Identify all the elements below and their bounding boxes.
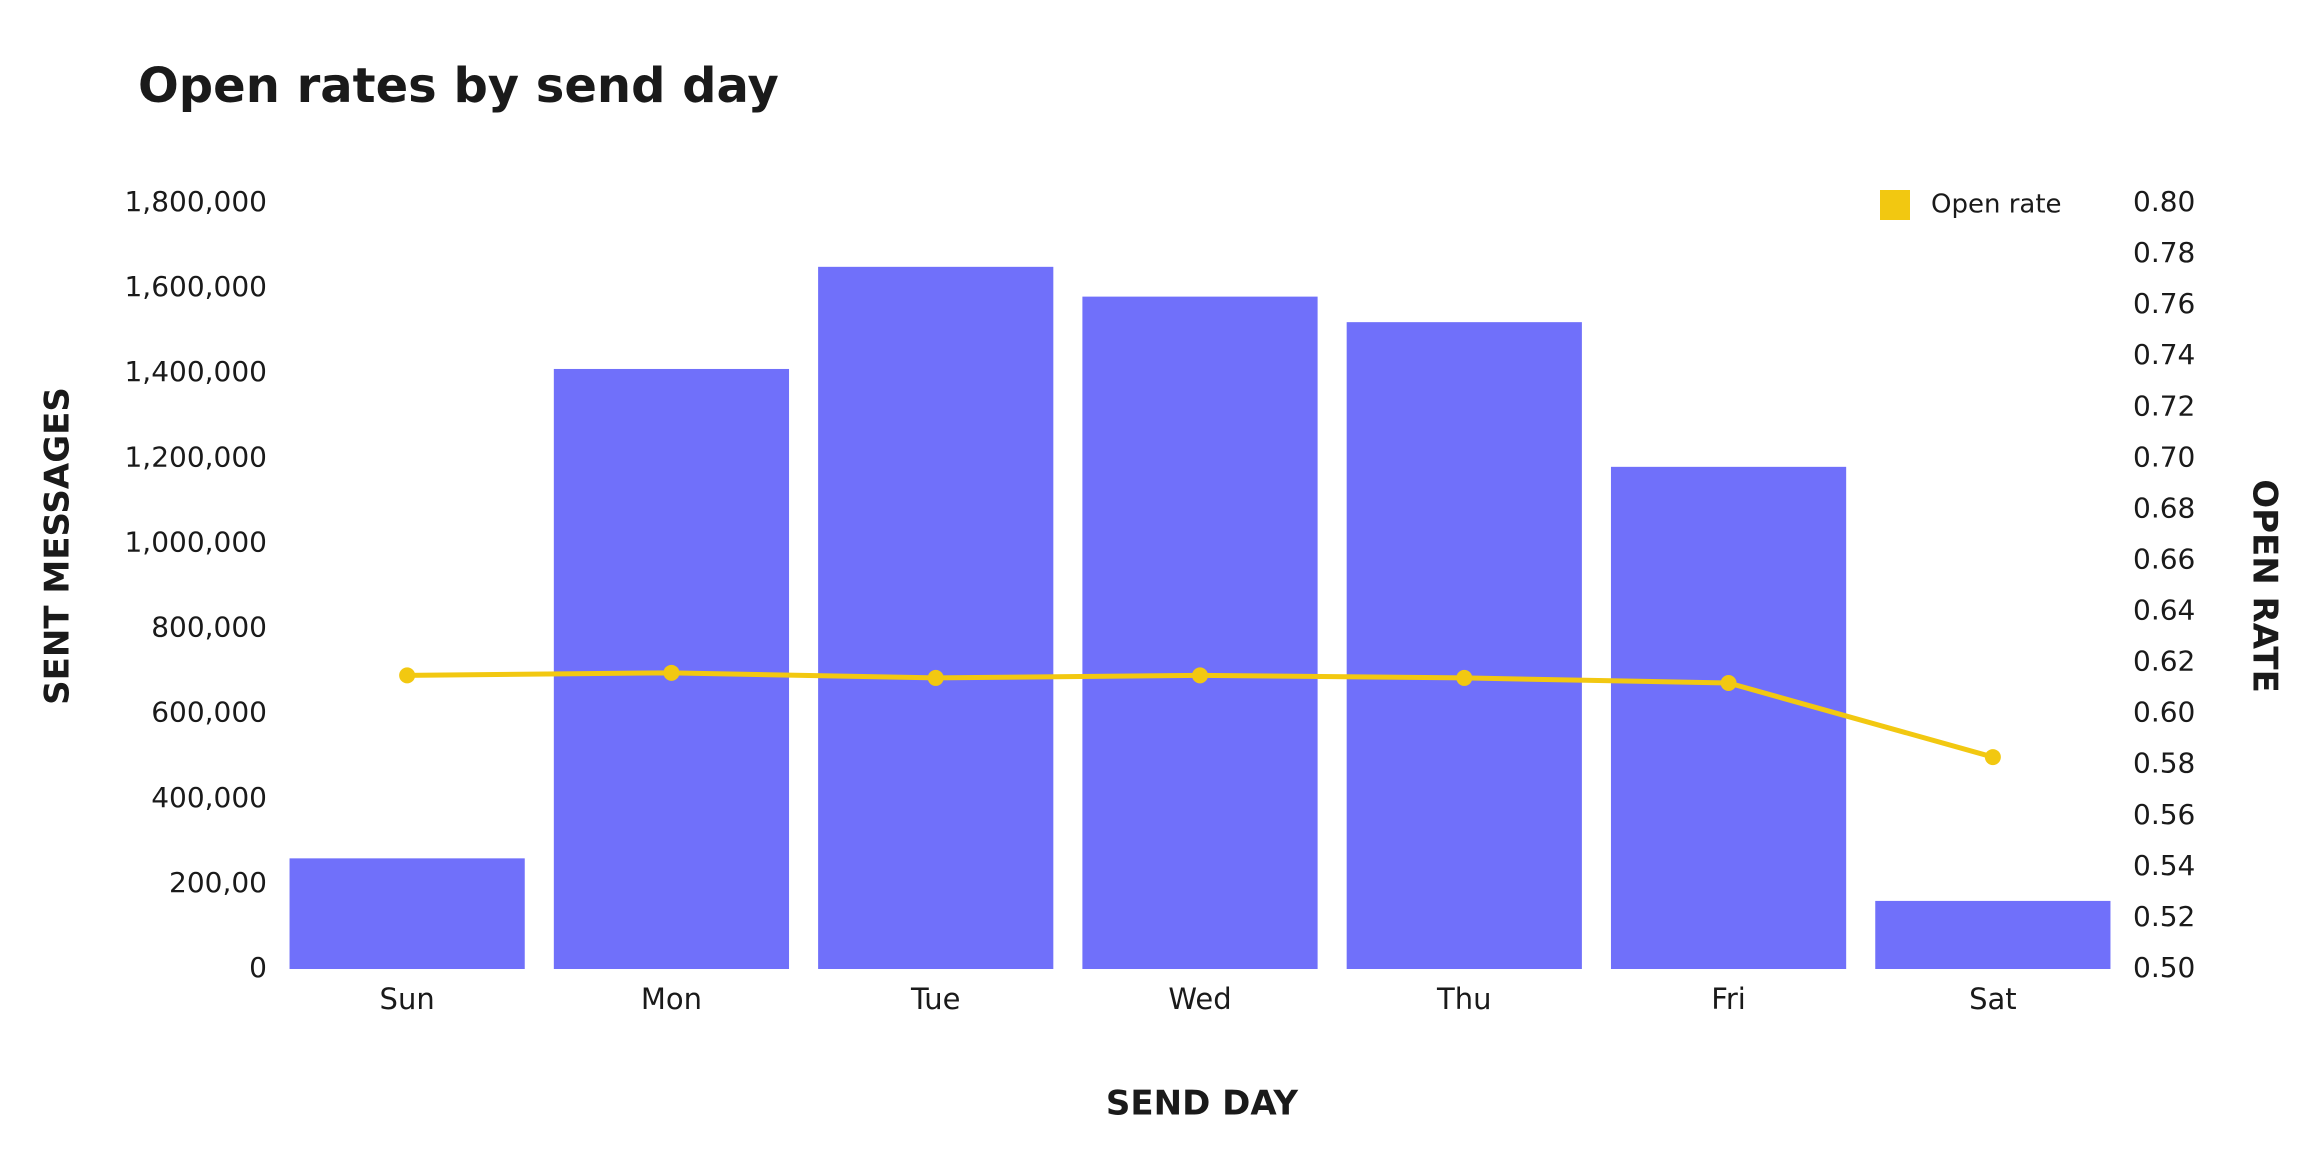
y2-tick-label: 0.56 xyxy=(2133,798,2195,831)
y2-tick-label: 0.64 xyxy=(2133,594,2195,627)
y2-tick-label: 0.60 xyxy=(2133,696,2195,729)
y-tick-label: 800,000 xyxy=(151,611,267,644)
y2-tick-label: 0.66 xyxy=(2133,542,2195,575)
y2-axis-title: OPEN RATE xyxy=(2245,479,2285,693)
legend-label: Open rate xyxy=(1931,190,2062,220)
y2-tick-label: 0.78 xyxy=(2133,236,2195,269)
y-tick-label: 600,000 xyxy=(151,696,267,729)
y-tick-label: 1,800,000 xyxy=(124,185,267,218)
y2-tick-label: 0.74 xyxy=(2133,338,2195,371)
y-tick-label: 0 xyxy=(249,951,267,984)
x-tick-label: Wed xyxy=(1168,982,1231,1016)
y-tick-label: 200,00 xyxy=(169,866,267,899)
y2-tick-label: 0.54 xyxy=(2133,849,2195,882)
line-point xyxy=(399,667,416,684)
x-tick-label: Thu xyxy=(1436,982,1491,1016)
y-tick-label: 1,000,000 xyxy=(124,525,267,558)
y-tick-label: 400,000 xyxy=(151,781,267,814)
y-tick-label: 1,600,000 xyxy=(124,270,267,303)
chart-title: Open rates by send day xyxy=(138,58,779,114)
line-point xyxy=(1456,669,1473,686)
y2-tick-label: 0.72 xyxy=(2133,389,2195,422)
y-tick-label: 1,200,000 xyxy=(124,440,267,473)
y-tick-label: 1,400,000 xyxy=(124,355,267,388)
y2-tick-label: 0.80 xyxy=(2133,185,2195,218)
bar xyxy=(818,266,1054,969)
line-point xyxy=(927,669,944,686)
y2-tick-label: 0.62 xyxy=(2133,645,2195,678)
x-tick-label: Tue xyxy=(910,982,961,1016)
y2-tick-label: 0.52 xyxy=(2133,900,2195,933)
line-point xyxy=(1984,749,2001,766)
y2-tick-label: 0.68 xyxy=(2133,491,2195,524)
y-axis-title: SENT MESSAGES xyxy=(38,387,78,705)
bar xyxy=(1082,296,1318,970)
bar xyxy=(289,858,525,969)
y2-tick-label: 0.76 xyxy=(2133,287,2195,320)
x-tick-label: Sun xyxy=(380,982,435,1016)
y2-tick-label: 0.58 xyxy=(2133,747,2195,780)
line-point xyxy=(1192,667,1208,684)
bar xyxy=(1346,322,1582,970)
y2-tick-label: 0.50 xyxy=(2133,951,2195,984)
x-tick-label: Mon xyxy=(641,982,702,1016)
x-tick-label: Sat xyxy=(1969,982,2017,1016)
x-tick-label: Fri xyxy=(1711,982,1746,1016)
line-point xyxy=(663,664,680,681)
line-point xyxy=(1720,675,1737,692)
bar xyxy=(1875,900,2111,969)
bar xyxy=(1610,466,1847,969)
y2-tick-label: 0.70 xyxy=(2133,440,2195,473)
legend-swatch xyxy=(1880,190,1910,220)
x-axis-title: SEND DAY xyxy=(1106,1084,1299,1124)
